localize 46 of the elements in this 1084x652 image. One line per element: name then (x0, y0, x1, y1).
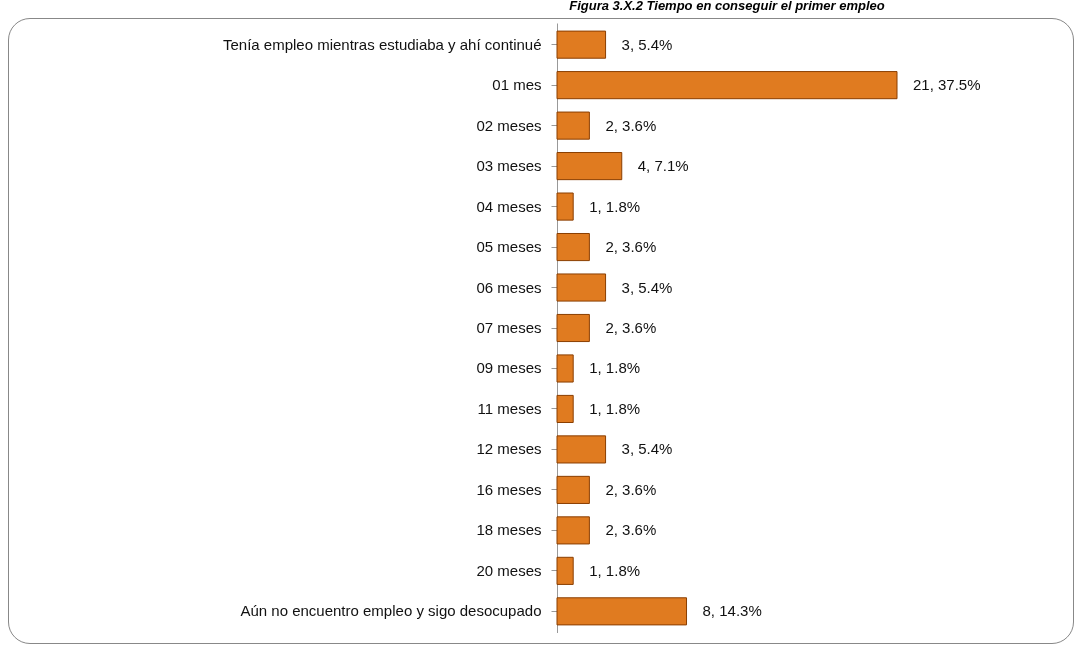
y-tick-label: 07 meses (476, 319, 542, 336)
data-label: 8, 14.3% (702, 602, 762, 620)
bar (556, 111, 590, 140)
bar (556, 232, 590, 262)
data-label: 3, 5.4% (621, 440, 673, 458)
data-label: 2, 3.6% (605, 521, 657, 539)
bar (556, 192, 574, 221)
bar (556, 394, 574, 424)
bar (556, 354, 574, 383)
bar (556, 30, 607, 59)
bar (556, 273, 607, 302)
y-tick-label: 11 meses (477, 399, 542, 417)
y-tick-label: 05 meses (476, 238, 542, 256)
y-tick-label: Aún no encuentro empleo y sigo desocupado (240, 602, 542, 620)
y-tick-label: 16 meses (476, 480, 542, 498)
data-label: 3, 5.4% (621, 278, 673, 296)
data-label: 2, 3.6% (605, 480, 657, 498)
bar (556, 71, 898, 100)
bar (556, 475, 590, 504)
y-tick-label: 20 meses (476, 561, 542, 579)
y-tick-label: 01 mes (492, 76, 542, 94)
bar (556, 516, 590, 545)
y-tick-label: 04 meses (476, 197, 542, 215)
y-tick-label: 18 meses (476, 521, 542, 539)
bar (556, 152, 623, 181)
data-label: 1, 1.8% (589, 399, 641, 417)
bar (556, 597, 688, 626)
y-tick-label: Tenía empleo mientras estudiaba y ahí continué (222, 35, 542, 53)
bar (556, 435, 607, 464)
data-label: 2, 3.6% (605, 319, 657, 336)
data-label: 2, 3.6% (605, 238, 657, 256)
bar (556, 556, 574, 585)
y-tick-label: 06 meses (476, 278, 542, 296)
chart-title: Figura 3.X.2 Tiempo en conseguir el primer empleo (569, 0, 885, 13)
data-label: 3, 5.4% (621, 35, 673, 53)
data-label: 21, 37.5% (913, 76, 981, 94)
y-tick-label: 09 meses (476, 359, 542, 377)
data-label: 1, 1.8% (589, 197, 641, 215)
data-label: 4, 7.1% (637, 157, 689, 175)
y-tick-label: 02 meses (476, 116, 542, 134)
bar (556, 313, 590, 343)
data-label: 1, 1.8% (589, 561, 641, 579)
y-tick-label: 03 meses (476, 157, 542, 175)
y-tick-label: 12 meses (476, 440, 542, 458)
data-label: 1, 1.8% (589, 359, 641, 377)
data-label: 2, 3.6% (605, 116, 657, 134)
